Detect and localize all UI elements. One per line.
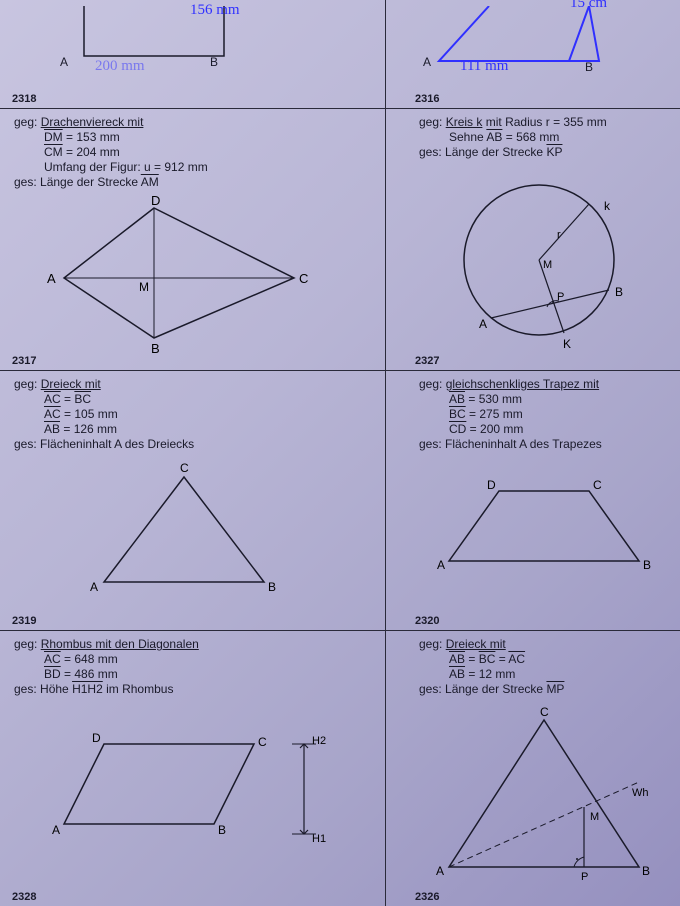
handwritten-note: 200 mm xyxy=(95,58,145,75)
point-P: P xyxy=(557,291,564,303)
triangle-diagram: A B C xyxy=(74,457,304,607)
vertex-A: A xyxy=(60,55,68,69)
vertex-B: B xyxy=(642,864,650,878)
geg-label: geg: xyxy=(419,637,442,651)
vertex-C: C xyxy=(593,478,602,492)
ges-text: Flächeninhalt A des Trapezes xyxy=(445,437,602,451)
ges-label: ges: xyxy=(419,145,442,159)
point-M: M xyxy=(543,259,552,271)
point-P: P xyxy=(581,871,588,883)
vertex-D: D xyxy=(487,478,496,492)
ges-text: Länge der Strecke AM xyxy=(40,175,159,189)
problem-number: 2316 xyxy=(415,93,439,105)
ges-text: Länge der Strecke MP xyxy=(445,682,564,696)
worksheet-sheet: A B 156 mm 200 mm 2318 A B 15 cm 111 mm … xyxy=(0,0,680,906)
cell-2328: geg: Rhombus mit den Diagonalen AC = 648… xyxy=(0,630,385,906)
vertex-C: C xyxy=(540,705,549,719)
vertex-C: C xyxy=(180,461,189,475)
problem-number: 2327 xyxy=(415,355,439,367)
vertex-B: B xyxy=(615,285,623,299)
parallelogram-partial-diagram xyxy=(419,6,649,76)
vertex-B: B xyxy=(268,580,276,594)
rhombus-diagram: A B C D H2 H1 xyxy=(44,714,364,864)
geg-label: geg: xyxy=(419,377,442,391)
ges-label: ges: xyxy=(14,175,37,189)
geg-label: geg: xyxy=(14,377,37,391)
handwritten-note: 15 cm xyxy=(570,0,607,12)
handwritten-note: 156 mm xyxy=(190,2,240,19)
geg-title: Dreieck mit xyxy=(446,637,506,651)
vertex-A: A xyxy=(436,864,444,878)
vertex-C: C xyxy=(299,271,308,286)
ges-text: Flächeninhalt A des Dreiecks xyxy=(40,437,194,451)
problem-number: 2319 xyxy=(12,615,36,627)
label-r: r xyxy=(557,229,561,241)
problem-number: 2318 xyxy=(12,93,36,105)
cell-2320: geg: gleichschenkliges Trapez mit AB = 5… xyxy=(385,370,680,630)
ges-label: ges: xyxy=(14,682,37,696)
geg-line: = 204 mm xyxy=(66,145,120,159)
equilateral-triangle-diagram: A B C M P Wh xyxy=(424,702,674,892)
geg-line: Umfang der Figur: u = 912 mm xyxy=(44,160,375,174)
label-k: k xyxy=(604,199,611,213)
geg-title: Kreis k xyxy=(446,115,483,129)
circle-diagram: M r k A B P K xyxy=(429,160,669,360)
problem-number: 2326 xyxy=(415,891,439,903)
vertex-A: A xyxy=(47,271,56,286)
geg-label: geg: xyxy=(419,115,442,129)
problem-number: 2328 xyxy=(12,891,36,903)
vertex-B: B xyxy=(643,558,651,572)
vertex-B: B xyxy=(151,341,160,353)
label-H1: H1 xyxy=(312,833,326,845)
point-M: M xyxy=(590,811,599,823)
ges-label: ges: xyxy=(419,437,442,451)
ges-text: Länge der Strecke KP xyxy=(445,145,562,159)
label-H2: H2 xyxy=(312,735,326,747)
ges-text: Höhe H1H2 im Rhombus xyxy=(40,682,173,696)
vertex-B: B xyxy=(585,60,593,74)
cell-2317: geg: Drachenviereck mit DM = 153 mm CM =… xyxy=(0,108,385,370)
cell-2327: geg: Kreis k mit Radius r = 355 mm Sehne… xyxy=(385,108,680,370)
vertex-B: B xyxy=(218,823,226,837)
vertex-A: A xyxy=(479,317,487,331)
trapezoid-diagram: A B C D xyxy=(429,471,659,591)
vertex-C: C xyxy=(258,735,267,749)
vertex-D: D xyxy=(92,731,101,745)
geg-line: Sehne AB = 568 mm xyxy=(449,130,559,144)
problem-number: 2317 xyxy=(12,355,36,367)
cell-2316: A B 15 cm 111 mm 2316 xyxy=(385,0,680,108)
label-Wh: Wh xyxy=(632,787,649,799)
geg-title: Dreieck mit xyxy=(41,377,101,391)
geg-title: Drachenviereck mit xyxy=(41,115,144,129)
cell-2326: geg: Dreieck mit AB = BC = AC AB = 12 mm… xyxy=(385,630,680,906)
vertex-A: A xyxy=(423,55,431,69)
cell-2318: A B 156 mm 200 mm 2318 xyxy=(0,0,385,108)
ges-label: ges: xyxy=(14,437,37,451)
geg-title: gleichschenkliges Trapez mit xyxy=(446,377,599,391)
ges-label: ges: xyxy=(419,682,442,696)
vertex-A: A xyxy=(52,823,60,837)
handwritten-note: 111 mm xyxy=(460,58,508,75)
point-M: M xyxy=(139,280,149,294)
geg-line: = 153 mm xyxy=(66,130,120,144)
cell-2319: geg: Dreieck mit AC = BC AC = 105 mm AB … xyxy=(0,370,385,630)
vertex-B: B xyxy=(210,55,218,69)
geg-label: geg: xyxy=(14,637,37,651)
vertex-A: A xyxy=(90,580,98,594)
vertex-A: A xyxy=(437,558,445,572)
geg-title: Rhombus mit den Diagonalen xyxy=(41,637,199,651)
vertex-D: D xyxy=(151,193,160,208)
problem-number: 2320 xyxy=(415,615,439,627)
geg-title-rest: mit Radius r = 355 mm xyxy=(486,115,607,129)
kite-diagram: A D C B M xyxy=(34,193,334,353)
point-K: K xyxy=(563,337,571,351)
geg-label: geg: xyxy=(14,115,37,129)
